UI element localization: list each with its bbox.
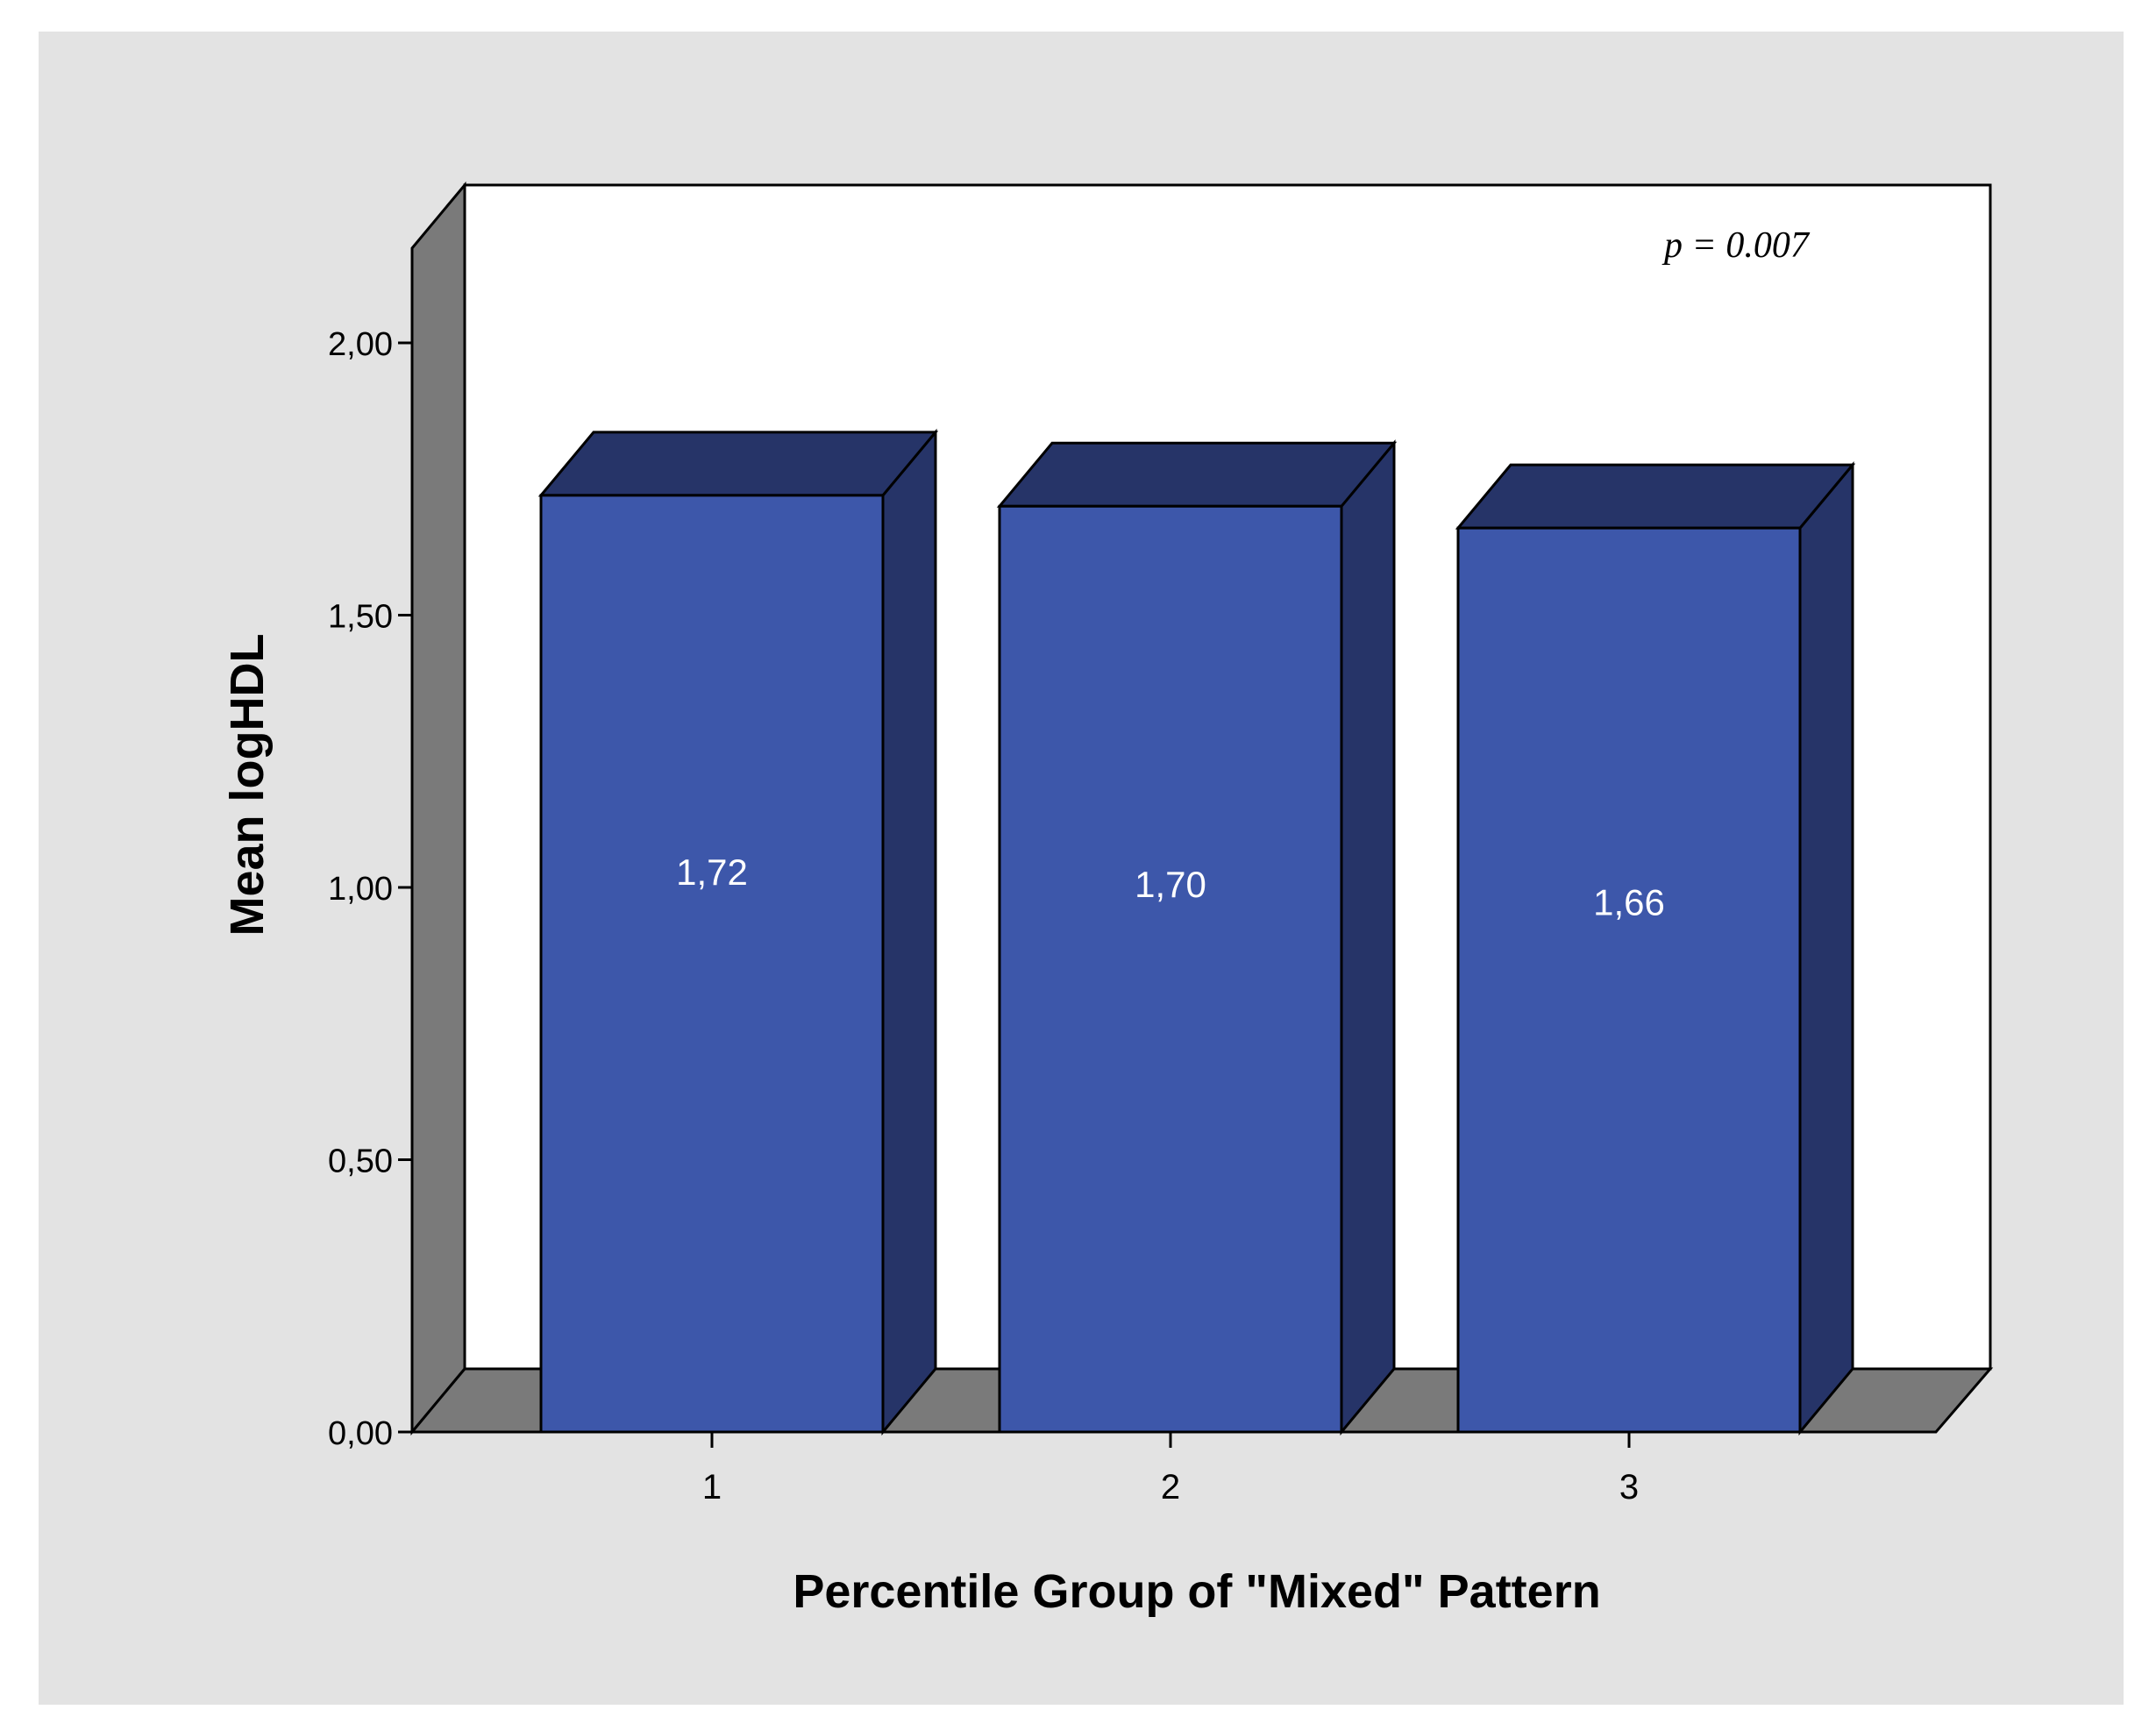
y-tick-label: 1,00	[328, 871, 393, 908]
y-axis-title: Mean logHDL	[221, 634, 274, 937]
bars: 1,72 1,70 1,66	[537, 428, 1856, 1436]
bar-value-label: 1,72	[676, 851, 748, 893]
bar-front	[539, 494, 885, 1434]
bar-top	[537, 431, 939, 497]
left-wall	[410, 181, 466, 1436]
bar-top	[1455, 463, 1856, 530]
y-tick-label: 2,00	[328, 326, 393, 363]
x-tick-label: 2	[1161, 1468, 1180, 1507]
p-value-annotation: p = 0.007	[1661, 225, 1811, 266]
bar-3: 1,66	[1455, 460, 1856, 1436]
x-tick-label: 1	[702, 1468, 722, 1507]
bar-value-label: 1,70	[1135, 864, 1206, 905]
y-tick-label: 1,50	[328, 599, 393, 636]
x-axis-title: Percentile Group of "Mixed" Pattern	[793, 1565, 1600, 1618]
bar-side	[1798, 460, 1854, 1436]
p-value-text: = 0.007	[1683, 225, 1811, 266]
p-symbol: p	[1661, 225, 1683, 266]
bar-front	[1456, 526, 1802, 1434]
x-axis: 1 2 3	[405, 1430, 1936, 1507]
bar-front	[998, 504, 1343, 1434]
y-tick-label: 0,50	[328, 1143, 393, 1180]
bar-side	[881, 428, 937, 1436]
x-tick-label: 3	[1619, 1468, 1639, 1507]
y-axis: 0,00 0,50 1,00 1,50 2,00	[328, 326, 414, 1452]
bar-2: 1,70	[996, 439, 1398, 1436]
bar-1: 1,72	[537, 428, 939, 1436]
bar-side	[1340, 439, 1396, 1436]
bar-top	[996, 441, 1398, 508]
y-tick-label: 0,00	[328, 1415, 393, 1452]
bar-value-label: 1,66	[1593, 882, 1665, 923]
